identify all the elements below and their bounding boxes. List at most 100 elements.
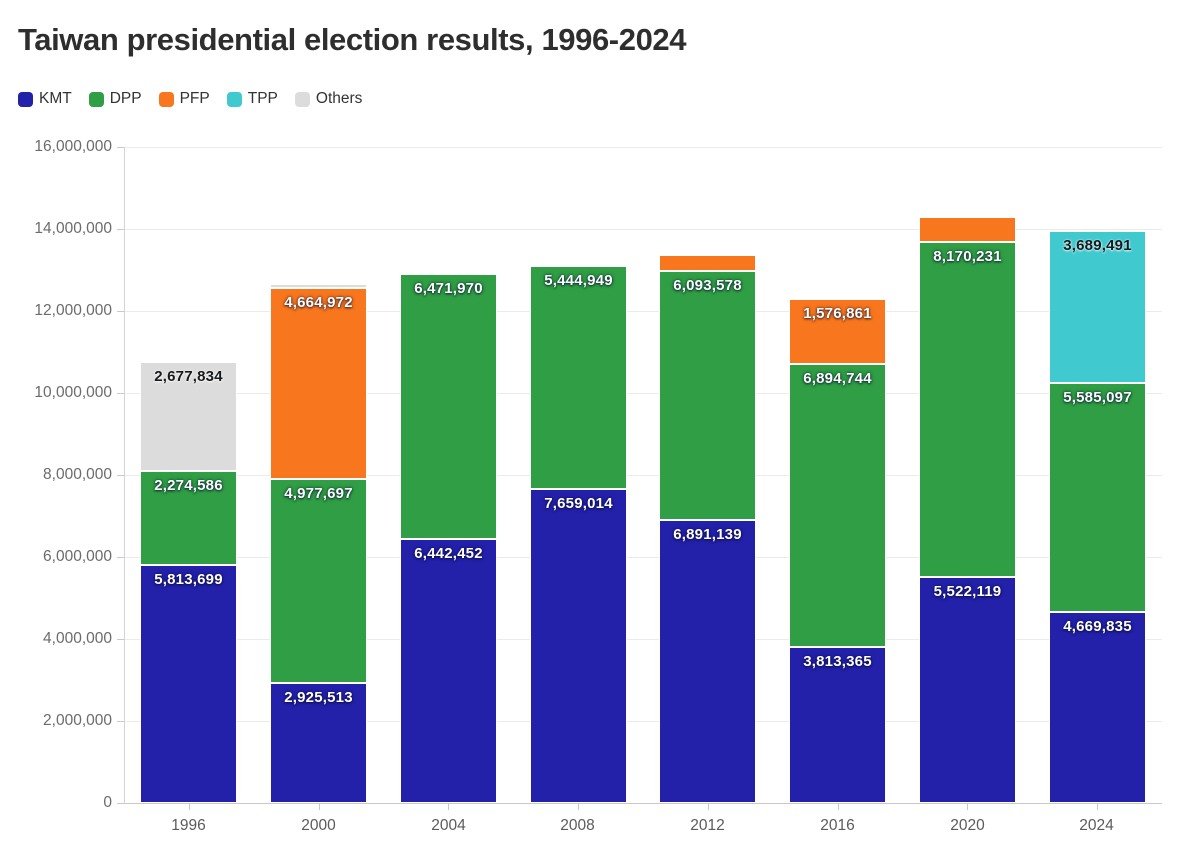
x-axis-tick (838, 804, 839, 810)
bar-value-label: 2,677,834 (154, 367, 223, 385)
legend-item-others: Others (294, 90, 363, 108)
bar-value-label: 4,977,697 (284, 484, 353, 502)
gridline (124, 147, 1162, 148)
bar-value-label: 8,170,231 (933, 247, 1002, 265)
gridline (124, 475, 1162, 476)
y-axis-tick-label: 12,000,000 (34, 302, 112, 319)
bar-value-label: 6,894,744 (803, 369, 872, 387)
y-axis-tick (117, 229, 124, 230)
bar-value-label: 2,925,513 (284, 689, 353, 707)
bar-segment-kmt-2012: 6,891,139 (659, 520, 756, 803)
y-axis-tick (117, 557, 124, 558)
y-axis-tick-label: 4,000,000 (43, 630, 112, 647)
y-axis-tick-label: 14,000,000 (34, 220, 112, 237)
legend-label: PFP (179, 90, 210, 107)
bar-segment-dpp-2024: 5,585,097 (1049, 382, 1146, 612)
x-axis-tick-label: 2008 (560, 817, 595, 834)
y-axis-tick (117, 639, 124, 640)
x-axis-tick (967, 804, 968, 810)
bar-segment-dpp-2012: 6,093,578 (659, 270, 756, 521)
x-axis-tick (578, 804, 579, 810)
legend-swatch-kmt (18, 91, 33, 107)
bar-value-label: 4,669,835 (1063, 617, 1132, 635)
bar-value-label: 6,093,578 (673, 276, 742, 294)
gridline (124, 393, 1162, 394)
legend-label: Others (315, 90, 363, 107)
bar-segment-kmt-2004: 6,442,452 (400, 538, 497, 803)
y-axis-tick (117, 393, 124, 394)
x-axis-tick-label: 2016 (820, 817, 855, 834)
x-axis-tick (708, 804, 709, 810)
x-axis-tick (319, 804, 320, 810)
bar-segment-kmt-2024: 4,669,835 (1049, 611, 1146, 803)
y-axis-tick-label: 2,000,000 (43, 712, 112, 729)
gridline (124, 311, 1162, 312)
y-axis-tick (117, 147, 124, 148)
legend-label: KMT (39, 90, 72, 107)
gridline (124, 639, 1162, 640)
bar-value-label: 3,689,491 (1063, 237, 1132, 255)
y-axis-line (124, 147, 125, 803)
legend: KMT DPP PFP TPP Others (18, 90, 362, 108)
bar-segment-pfp-2020 (919, 216, 1016, 242)
bar-value-label: 7,659,014 (544, 494, 613, 512)
bar-segment-kmt-2016: 3,813,365 (789, 646, 886, 803)
bar-value-label: 5,585,097 (1063, 388, 1132, 406)
bar-segment-dpp-1996: 2,274,586 (140, 471, 237, 565)
legend-item-pfp: PFP (158, 90, 210, 108)
y-axis-tick-label: 8,000,000 (43, 466, 112, 483)
bar-segment-dpp-2020: 8,170,231 (919, 241, 1016, 577)
x-axis-tick (1097, 804, 1098, 810)
legend-swatch-others (294, 91, 310, 107)
bar-segment-dpp-2000: 4,977,697 (270, 478, 367, 684)
bar-value-label: 1,576,861 (803, 305, 872, 323)
legend-label: DPP (109, 90, 142, 107)
bar-value-label: 6,442,452 (414, 544, 483, 562)
bar-value-label: 5,522,119 (933, 582, 1002, 600)
bar-segment-pfp-2016: 1,576,861 (789, 299, 886, 364)
x-axis-tick (189, 804, 190, 810)
y-axis-tick (117, 475, 124, 476)
chart-title: Taiwan presidential election results, 19… (18, 22, 687, 57)
legend-swatch-dpp (88, 91, 104, 107)
bar-value-label: 4,664,972 (284, 293, 353, 311)
bar-segment-tpp-2024: 3,689,491 (1049, 231, 1146, 383)
y-axis-tick (117, 721, 124, 722)
gridline (124, 557, 1162, 558)
bar-segment-pfp-2000: 4,664,972 (270, 287, 367, 479)
bar-segment-others-2000 (270, 283, 367, 288)
bar-segment-kmt-1996: 5,813,699 (140, 564, 237, 803)
legend-label: TPP (247, 90, 278, 107)
gridline (124, 721, 1162, 722)
legend-item-kmt: KMT (18, 90, 72, 108)
bar-segment-kmt-2000: 2,925,513 (270, 683, 367, 803)
bar-value-label: 2,274,586 (154, 477, 223, 495)
y-axis-tick-label: 16,000,000 (34, 138, 112, 155)
bar-segment-dpp-2008: 5,444,949 (530, 265, 627, 489)
x-axis-tick-label: 2000 (301, 817, 336, 834)
y-axis-tick (117, 311, 124, 312)
bar-value-label: 6,471,970 (414, 279, 483, 297)
bar-segment-dpp-2016: 6,894,744 (789, 363, 886, 647)
bar-segment-pfp-2012 (659, 255, 756, 271)
legend-item-tpp: TPP (226, 90, 278, 108)
gridline (124, 229, 1162, 230)
bar-segment-others-1996: 2,677,834 (140, 361, 237, 472)
y-axis-tick-label: 6,000,000 (43, 548, 112, 565)
legend-item-dpp: DPP (88, 90, 142, 108)
bar-value-label: 6,891,139 (673, 526, 742, 544)
x-axis-line (124, 803, 1162, 804)
bar-value-label: 5,813,699 (154, 570, 223, 588)
y-axis-tick (117, 803, 124, 804)
legend-swatch-tpp (226, 91, 242, 107)
x-axis-tick (448, 804, 449, 810)
x-axis-tick-label: 2024 (1079, 817, 1114, 834)
y-axis-tick-label: 10,000,000 (34, 384, 112, 401)
bar-segment-kmt-2020: 5,522,119 (919, 576, 1016, 803)
x-axis-tick-label: 2004 (431, 817, 466, 834)
bar-segment-kmt-2008: 7,659,014 (530, 488, 627, 803)
x-axis-tick-label: 1996 (171, 817, 206, 834)
legend-swatch-pfp (158, 91, 174, 107)
bar-value-label: 5,444,949 (544, 271, 613, 289)
